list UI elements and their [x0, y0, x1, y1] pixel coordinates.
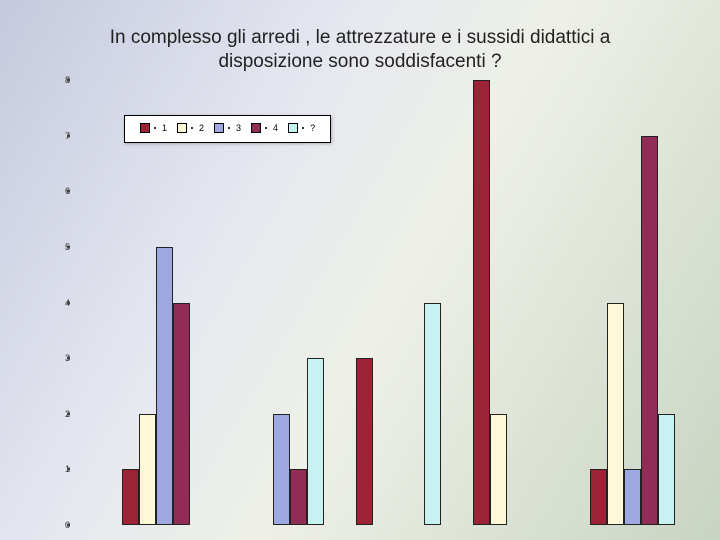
legend-label: ? — [310, 123, 315, 133]
bar — [139, 414, 156, 525]
bar — [356, 358, 373, 525]
bar — [307, 358, 324, 525]
legend-label: 2 — [199, 123, 204, 133]
bar — [273, 414, 290, 525]
legend-swatch — [140, 123, 150, 133]
y-tick-dot — [67, 190, 70, 193]
y-tick-dot — [67, 412, 70, 415]
plot-area: 012345678 — [74, 80, 674, 525]
y-tick-dot — [67, 134, 70, 137]
slide: In complesso gli arredi , le attrezzatur… — [0, 0, 720, 540]
bar — [122, 469, 139, 525]
legend-item: 1 — [140, 123, 167, 133]
legend-bullet — [154, 127, 156, 129]
y-tick-dot — [67, 357, 70, 360]
legend-bullet — [228, 127, 230, 129]
legend-label: 1 — [162, 123, 167, 133]
legend-item: 4 — [251, 123, 278, 133]
y-tick-dot — [67, 468, 70, 471]
legend: 1 2 3 4? — [124, 115, 331, 143]
legend-swatch — [288, 123, 298, 133]
bar — [424, 303, 441, 526]
legend-item: 2 — [177, 123, 204, 133]
title-line-1: In complesso gli arredi , le attrezzatur… — [110, 27, 611, 48]
legend-bullet — [191, 127, 193, 129]
legend-swatch — [214, 123, 224, 133]
bar — [156, 247, 173, 525]
legend-item: ? — [288, 123, 315, 133]
legend-label: 4 — [273, 123, 278, 133]
bar — [290, 469, 307, 525]
legend-label: 3 — [236, 123, 241, 133]
y-tick-dot — [67, 245, 70, 248]
bar — [641, 136, 658, 525]
bar — [658, 414, 675, 525]
legend-swatch — [177, 123, 187, 133]
bar — [473, 80, 490, 525]
chart-area: 012345678 1234? — [74, 80, 674, 525]
y-tick-dot — [67, 524, 70, 527]
bar — [607, 303, 624, 526]
legend-bullet — [302, 127, 304, 129]
y-tick-dot — [67, 301, 70, 304]
chart-title: In complesso gli arredi , le attrezzatur… — [0, 26, 720, 74]
bar — [490, 414, 507, 525]
title-line-2: disposizione sono soddisfacenti ? — [218, 51, 501, 72]
bar — [590, 469, 607, 525]
legend-swatch — [251, 123, 261, 133]
legend-item: 3 — [214, 123, 241, 133]
y-tick-dot — [67, 79, 70, 82]
bar — [173, 303, 190, 526]
legend-bullet — [265, 127, 267, 129]
bar — [624, 469, 641, 525]
